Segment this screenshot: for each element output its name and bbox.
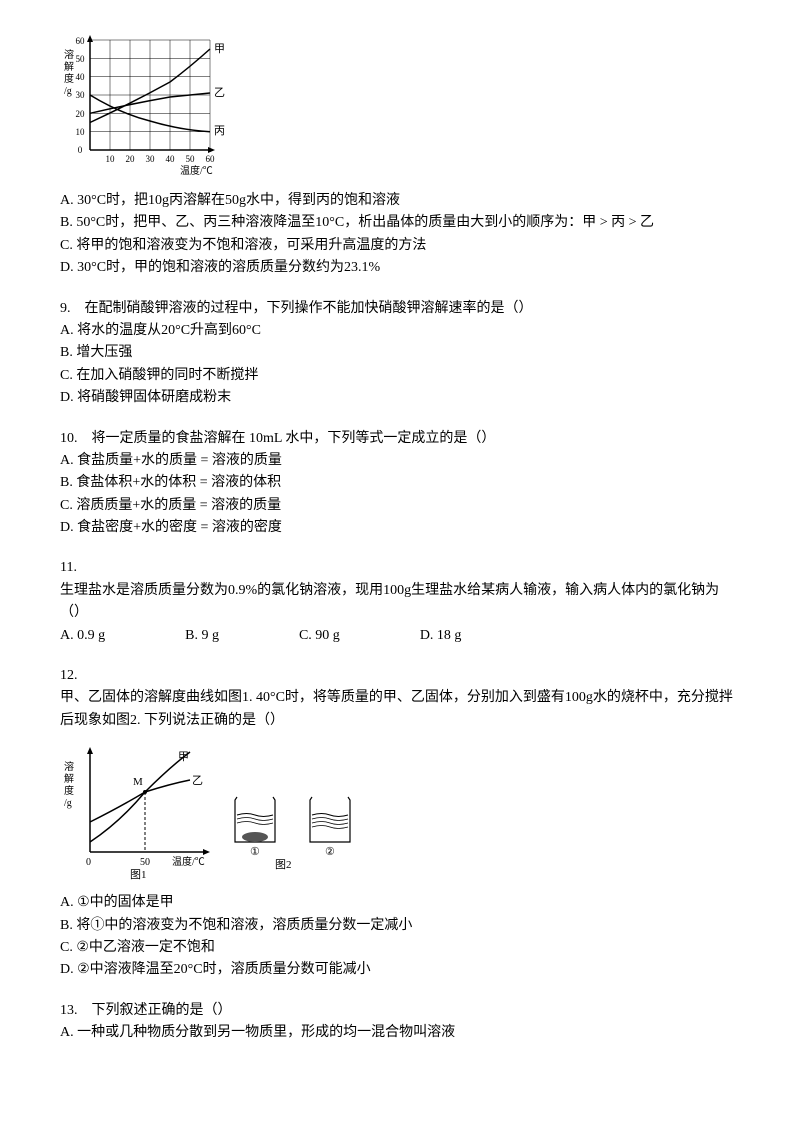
svg-text:10: 10 — [106, 154, 116, 164]
svg-text:60: 60 — [206, 154, 216, 164]
svg-text:50: 50 — [76, 54, 86, 64]
svg-text:甲: 甲 — [178, 751, 189, 763]
q12-option-c: C. ②中乙溶液一定不饱和 — [60, 937, 740, 959]
solubility-chart-2-group: M 甲 乙 0 50 温度/℃ 溶 解 度 /g 图1 ① — [60, 742, 740, 882]
q12-option-b: B. 将①中的溶液变为不饱和溶液，溶质质量分数一定减小 — [60, 915, 740, 937]
svg-text:解: 解 — [64, 772, 74, 785]
svg-text:解: 解 — [64, 60, 74, 73]
svg-text:度: 度 — [64, 784, 74, 797]
svg-text:图1: 图1 — [130, 868, 147, 881]
svg-text:丙: 丙 — [214, 125, 225, 137]
svg-text:温度/℃: 温度/℃ — [172, 855, 205, 868]
svg-text:乙: 乙 — [214, 86, 225, 99]
question-8-options: A. 30°C时，把10g丙溶解在50g水中，得到丙的饱和溶液 B. 50°C时… — [60, 190, 740, 280]
q8-option-b: B. 50°C时，把甲、乙、丙三种溶液降温至10°C，析出晶体的质量由大到小的顺… — [60, 212, 740, 234]
svg-text:溶: 溶 — [64, 48, 74, 61]
q11-option-b: B. 9 g — [185, 625, 219, 647]
svg-text:50: 50 — [140, 857, 150, 868]
beaker-2-icon: ② — [310, 797, 350, 858]
q8-option-a: A. 30°C时，把10g丙溶解在50g水中，得到丙的饱和溶液 — [60, 190, 740, 212]
svg-text:乙: 乙 — [192, 774, 203, 787]
q11-title: 11. — [60, 557, 740, 579]
q8-option-d: D. 30°C时，甲的饱和溶液的溶质质量分数约为23.1% — [60, 257, 740, 279]
q12-option-a: A. ①中的固体是甲 — [60, 892, 740, 914]
question-10: 10. 将一定质量的食盐溶解在 10mL 水中，下列等式一定成立的是（） A. … — [60, 428, 740, 540]
svg-text:度: 度 — [64, 72, 74, 85]
svg-text:40: 40 — [166, 154, 176, 164]
svg-text:20: 20 — [76, 109, 86, 119]
svg-text:①: ① — [250, 846, 260, 858]
beaker-1-icon: ① — [235, 797, 275, 858]
q9-option-a: A. 将水的温度从20°C升高到60°C — [60, 320, 740, 342]
question-11: 11. 生理盐水是溶质质量分数为0.9%的氯化钠溶液，现用100g生理盐水给某病… — [60, 557, 740, 647]
svg-text:②: ② — [325, 846, 335, 858]
q10-option-d: D. 食盐密度+水的密度 = 溶液的密度 — [60, 517, 740, 539]
q10-option-b: B. 食盐体积+水的体积 = 溶液的体积 — [60, 472, 740, 494]
svg-text:40: 40 — [76, 72, 86, 82]
q10-title: 10. 将一定质量的食盐溶解在 10mL 水中，下列等式一定成立的是（） — [60, 428, 740, 450]
svg-text:0: 0 — [86, 857, 91, 868]
question-13: 13. 下列叙述正确的是（） A. 一种或几种物质分散到另一物质里，形成的均一混… — [60, 1000, 740, 1045]
q12-body: 甲、乙固体的溶解度曲线如图1. 40°C时，将等质量的甲、乙固体，分别加入到盛有… — [60, 687, 740, 732]
q9-option-c: C. 在加入硝酸钾的同时不断搅拌 — [60, 365, 740, 387]
svg-text:10: 10 — [76, 127, 86, 137]
svg-text:/g: /g — [64, 798, 72, 809]
chart2-svg: M 甲 乙 0 50 温度/℃ 溶 解 度 /g 图1 ① — [60, 742, 400, 882]
q13-option-a: A. 一种或几种物质分散到另一物质里，形成的均一混合物叫溶液 — [60, 1022, 740, 1044]
svg-text:溶: 溶 — [64, 760, 74, 773]
q13-title: 13. 下列叙述正确的是（） — [60, 1000, 740, 1022]
q11-option-a: A. 0.9 g — [60, 625, 105, 647]
question-9: 9. 在配制硝酸钾溶液的过程中，下列操作不能加快硝酸钾溶解速率的是（） A. 将… — [60, 298, 740, 410]
q9-option-d: D. 将硝酸钾固体研磨成粉末 — [60, 387, 740, 409]
q12-title: 12. — [60, 665, 740, 687]
q10-option-a: A. 食盐质量+水的质量 = 溶液的质量 — [60, 450, 740, 472]
q11-option-d: D. 18 g — [420, 625, 462, 647]
chart1-svg: 甲 乙 丙 0 10 20 30 40 50 60 10 20 30 40 50… — [60, 30, 230, 180]
svg-text:30: 30 — [146, 154, 156, 164]
q11-body: 生理盐水是溶质质量分数为0.9%的氯化钠溶液，现用100g生理盐水给某病人输液，… — [60, 580, 740, 625]
svg-text:温度/℃: 温度/℃ — [180, 164, 213, 177]
q8-option-c: C. 将甲的饱和溶液变为不饱和溶液，可采用升高温度的方法 — [60, 235, 740, 257]
svg-text:/g: /g — [64, 86, 72, 97]
svg-text:图2: 图2 — [275, 858, 292, 871]
question-12: 12. 甲、乙固体的溶解度曲线如图1. 40°C时，将等质量的甲、乙固体，分别加… — [60, 665, 740, 982]
svg-text:20: 20 — [126, 154, 136, 164]
q11-option-c: C. 90 g — [299, 625, 340, 647]
svg-text:甲: 甲 — [214, 43, 225, 55]
svg-text:0: 0 — [78, 145, 83, 155]
svg-text:M: M — [133, 776, 143, 788]
q12-option-d: D. ②中溶液降温至20°C时，溶质质量分数可能减小 — [60, 959, 740, 981]
q10-option-c: C. 溶质质量+水的质量 = 溶液的质量 — [60, 495, 740, 517]
q9-option-b: B. 增大压强 — [60, 342, 740, 364]
svg-text:30: 30 — [76, 90, 86, 100]
svg-text:60: 60 — [76, 36, 86, 46]
svg-text:50: 50 — [186, 154, 196, 164]
solubility-chart-1: 甲 乙 丙 0 10 20 30 40 50 60 10 20 30 40 50… — [60, 30, 740, 180]
q9-title: 9. 在配制硝酸钾溶液的过程中，下列操作不能加快硝酸钾溶解速率的是（） — [60, 298, 740, 320]
